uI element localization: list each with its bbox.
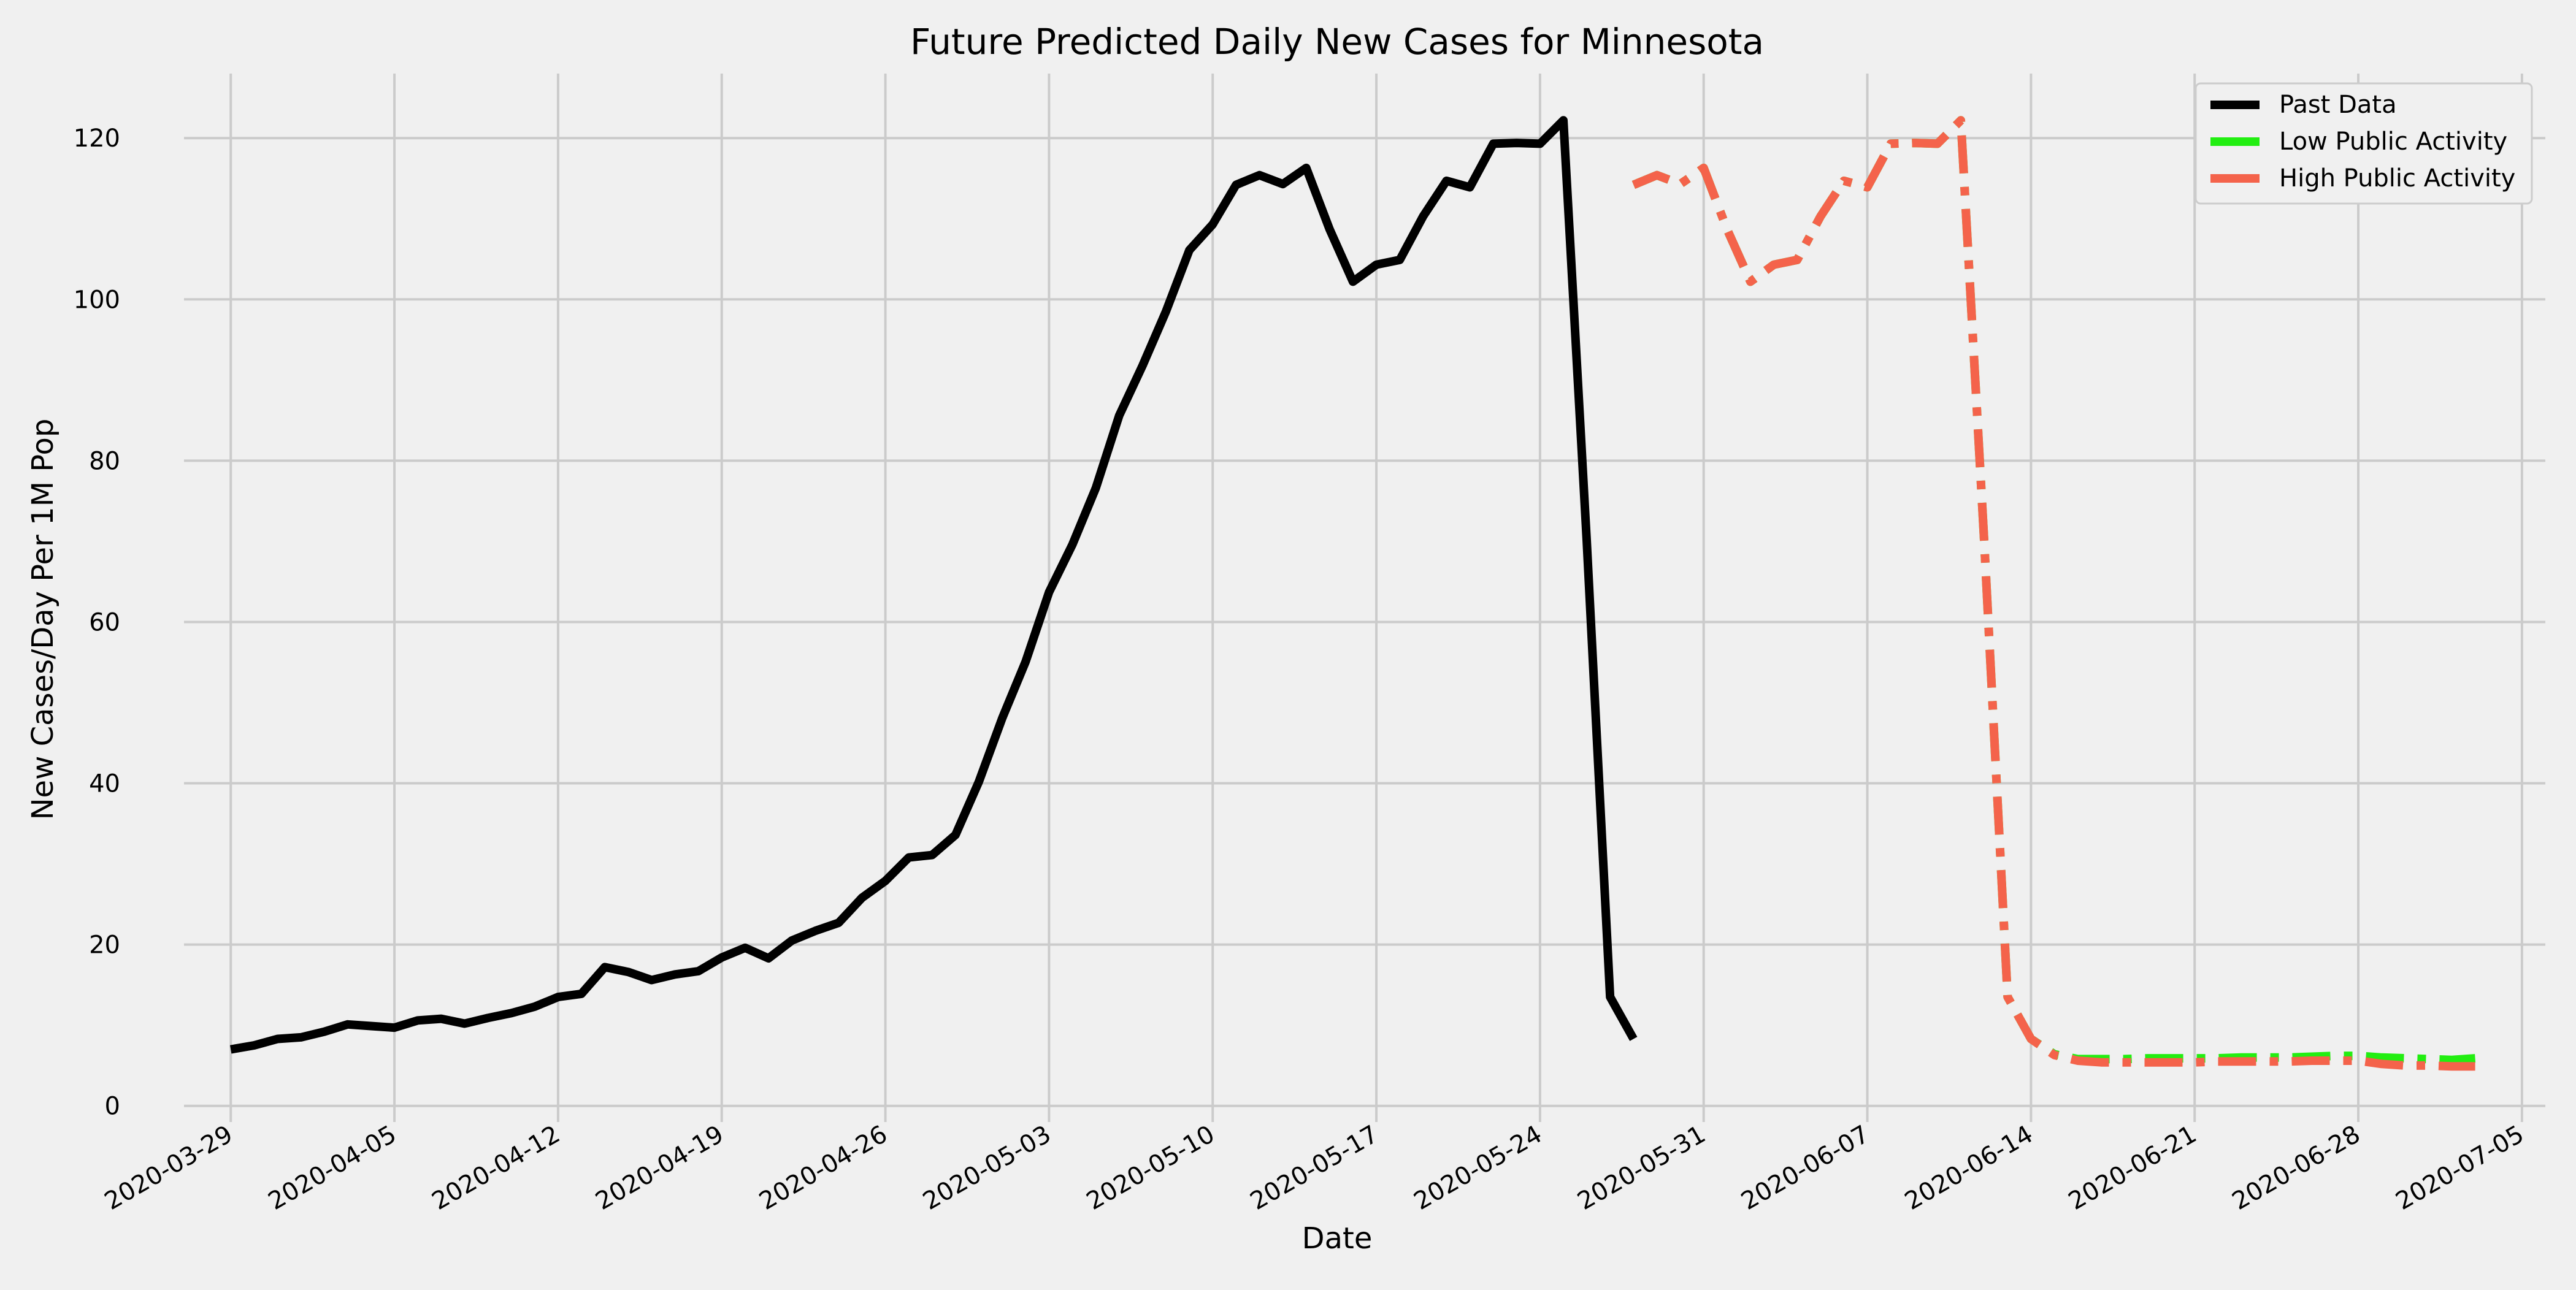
x-tick-label: 2020-05-31 (1573, 1120, 1710, 1216)
y-tick-label: 0 (105, 1093, 120, 1121)
x-tick-label: 2020-04-05 (264, 1120, 401, 1216)
series-line-past-data (230, 116, 1638, 1054)
series-line-low-public-activity (1631, 116, 2476, 1064)
y-tick-label: 80 (89, 447, 120, 475)
x-tick-label: 2020-04-19 (591, 1120, 728, 1216)
x-tick-label: 2020-03-29 (100, 1120, 237, 1216)
x-tick-label: 2020-07-05 (2391, 1120, 2529, 1216)
y-axis-label: New Cases/Day Per 1M Pop (26, 419, 60, 820)
y-tick-label: 20 (89, 931, 120, 960)
x-tick-label: 2020-06-07 (1736, 1120, 1874, 1216)
tick-layer: 0 20 40 60 80 100 120 2020-03-29 2020-04-05 2020-… (74, 124, 2529, 1216)
x-tick-label: 2020-05-10 (1082, 1120, 1219, 1216)
grid-layer (184, 74, 2545, 1122)
series-line-high-public-activity (1631, 116, 2475, 1071)
x-tick-label: 2020-04-26 (754, 1120, 892, 1216)
x-tick-label: 2020-05-17 (1246, 1120, 1383, 1216)
x-tick-label: 2020-06-21 (2064, 1120, 2201, 1216)
y-tick-label: 120 (74, 124, 120, 153)
chart-title: Future Predicted Daily New Cases for Min… (910, 21, 1764, 63)
x-tick-label: 2020-05-03 (918, 1120, 1056, 1216)
legend-label-past-data: Past Data (2279, 91, 2397, 119)
legend-label-high-public-activity: High Public Activity (2279, 164, 2515, 193)
x-tick-label: 2020-06-28 (2228, 1120, 2365, 1216)
x-tick-label: 2020-06-14 (1900, 1120, 2037, 1216)
y-tick-label: 40 (89, 770, 120, 798)
x-axis-label: Date (1302, 1221, 1373, 1256)
y-tick-label: 60 (89, 608, 120, 636)
legend-box (2195, 82, 2533, 205)
legend-label-low-public-activity: Low Public Activity (2279, 128, 2507, 156)
y-tick-label: 100 (74, 286, 120, 314)
legend: Past Data Low Public Activity High Publi… (2195, 82, 2533, 205)
series-layer (230, 116, 2476, 1071)
x-tick-label: 2020-04-12 (427, 1120, 565, 1216)
x-tick-label: 2020-05-24 (1409, 1120, 1547, 1216)
